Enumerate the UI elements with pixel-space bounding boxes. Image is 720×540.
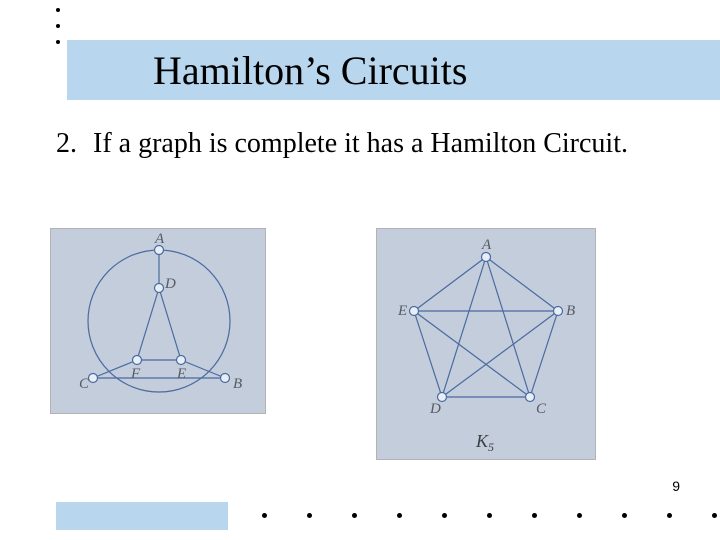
figures-row: A D C F E B A B C D E K5: [50, 228, 670, 460]
svg-text:F: F: [130, 366, 141, 382]
page-number: 9: [672, 478, 680, 494]
title-bar: Hamilton’s Circuits: [67, 40, 720, 100]
decorative-dots-top-left: [56, 8, 60, 44]
slide-title: Hamilton’s Circuits: [153, 47, 467, 94]
svg-text:E: E: [176, 366, 186, 382]
svg-text:C: C: [536, 401, 547, 417]
svg-text:C: C: [79, 376, 90, 392]
svg-text:K5: K5: [475, 431, 494, 454]
list-number: 2.: [56, 126, 86, 161]
svg-text:E: E: [397, 303, 407, 319]
decorative-dots-bottom: [262, 513, 717, 518]
figure-2: A B C D E K5: [376, 228, 596, 460]
svg-text:B: B: [233, 376, 242, 392]
svg-text:D: D: [164, 276, 176, 292]
graph-diagram-k5: A B C D E K5: [376, 229, 596, 459]
body-text: 2. If a graph is complete it has a Hamil…: [56, 126, 656, 161]
figure-1: A D C F E B: [50, 228, 266, 414]
svg-text:B: B: [566, 303, 575, 319]
list-content: If a graph is complete it has a Hamilton…: [93, 126, 633, 161]
svg-text:D: D: [429, 401, 441, 417]
svg-text:A: A: [154, 231, 165, 247]
footer-bar: [56, 502, 228, 530]
svg-text:A: A: [481, 237, 492, 253]
graph-diagram-1: A D C F E B: [51, 228, 265, 414]
